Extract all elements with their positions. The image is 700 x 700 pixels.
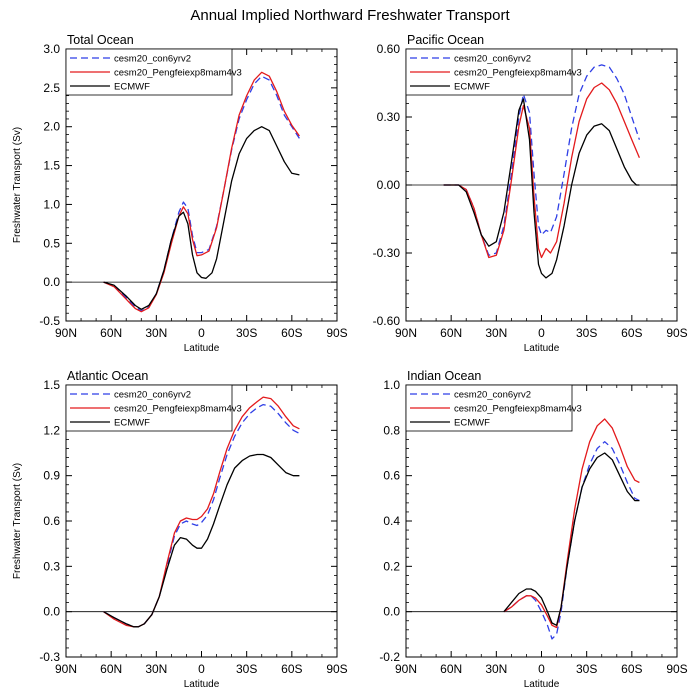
panel-1-x-tick-label: 30N: [145, 326, 167, 340]
panel-4-legend-label-2: cesm20_Pengfeiexp8mam4v3: [454, 404, 582, 415]
panel-2-legend-label-1: cesm20_con6yrv2: [454, 54, 531, 65]
panel-1-y-tick-label: -0.5: [39, 314, 60, 328]
panel-2-x-axis-label: Latitude: [524, 343, 560, 354]
panel-4-title: Indian Ocean: [407, 369, 481, 383]
panel-2: 90N 60N 30N 0 30S 60S 90S -0.60 -0.30 0.00 0.30 0.6…: [373, 33, 688, 354]
panel-3-x-tick-label: 60S: [281, 662, 302, 676]
panel-3-x-axis-label: Latitude: [184, 679, 220, 690]
panel-1-y-tick-label: 1.5: [43, 159, 60, 173]
panel-3-series-2-line: [103, 396, 300, 628]
panel-1-x-axis-label: Latitude: [184, 343, 220, 354]
panel-4-x-tick-label: 60S: [621, 662, 642, 676]
panel-1-x-tick-label: 60N: [100, 326, 122, 340]
panel-1-legend-label-3: ECMWF: [114, 82, 150, 93]
panel-1-legend: cesm20_con6yrv2 cesm20_Pengfeiexp8mam4v3 E…: [65, 48, 242, 96]
panel-1-x-tick-label: 0: [198, 326, 205, 340]
panel-4-x-tick-label: 90S: [666, 662, 687, 676]
panel-3-x-tick-label: 60N: [100, 662, 122, 676]
panel-4-y-tick-label: 0.6: [383, 469, 400, 483]
panel-2-y-tick-label: -0.30: [373, 246, 401, 260]
panel-4-y-tick-label: 0.0: [383, 605, 400, 619]
panel-4-series-2-line: [503, 418, 640, 629]
panel-3-legend-label-2: cesm20_Pengfeiexp8mam4v3: [114, 404, 242, 415]
panel-1-legend-label-2: cesm20_Pengfeiexp8mam4v3: [114, 68, 242, 79]
panel-4-legend-label-1: cesm20_con6yrv2: [454, 390, 531, 401]
panel-3-legend-label-1: cesm20_con6yrv2: [114, 390, 191, 401]
panel-1-y-tick-label: 2.5: [43, 81, 60, 95]
panel-2-x-tick-label: 60S: [621, 326, 642, 340]
panel-4-x-axis-label: Latitude: [524, 679, 560, 690]
panel-2-y-tick-label: -0.60: [373, 314, 401, 328]
panel-2-legend-label-2: cesm20_Pengfeiexp8mam4v3: [454, 68, 582, 79]
panel-3-y-tick-label: -0.3: [39, 650, 60, 664]
panel-4-y-tick-label: 0.2: [383, 559, 400, 573]
panel-3-x-tick-label: 90S: [326, 662, 347, 676]
panel-3-y-tick-label: 0.3: [43, 559, 60, 573]
panel-3-x-tick-label: 30S: [236, 662, 257, 676]
panel-4-x-tick-label: 30N: [485, 662, 507, 676]
panel-3-y-tick-label: 1.5: [43, 378, 60, 392]
panel-1-x-tick-label: 60S: [281, 326, 302, 340]
panel-4-y-tick-label: 0.8: [383, 423, 400, 437]
panel-2-y-tick-label: 0.00: [377, 178, 401, 192]
panel-3-title: Atlantic Ocean: [67, 369, 148, 383]
panel-1-y-tick-label: 0.5: [43, 236, 60, 250]
panel-4-x-tick-label: 30S: [576, 662, 597, 676]
panel-2-series-3-line: [443, 98, 640, 279]
panel-1-x-tick-label: 90N: [55, 326, 77, 340]
panel-2-x-tick-label: 30N: [485, 326, 507, 340]
panel-2-legend: cesm20_con6yrv2 cesm20_Pengfeiexp8mam4v3 E…: [405, 48, 582, 96]
panel-1-y-tick-label: 0.0: [43, 275, 60, 289]
panel-3-legend-label-3: ECMWF: [114, 418, 150, 429]
panel-2-x-tick-label: 0: [538, 326, 545, 340]
panel-2-series-1-line: [443, 64, 641, 256]
panel-2-x-tick-label: 60N: [440, 326, 462, 340]
panel-1-y-axis-label: Freshwater Transport (Sv): [12, 127, 23, 243]
panel-2-y-tick-label: 0.60: [377, 42, 401, 56]
panel-4-x-tick-label: 60N: [440, 662, 462, 676]
panel-2-y-tick-label: 0.30: [377, 110, 401, 124]
page-title: Annual Implied Northward Freshwater Tran…: [190, 7, 510, 24]
panel-1-y-tick-label: 2.0: [43, 120, 60, 134]
panel-4-y-tick-label: 1.0: [383, 378, 400, 392]
panel-3-y-tick-label: 0.9: [43, 469, 60, 483]
panel-1-x-tick-label: 90S: [326, 326, 347, 340]
panel-2-legend-label-3: ECMWF: [454, 82, 490, 93]
panel-1-y-tick-label: 1.0: [43, 197, 60, 211]
panel-2-x-tick-label: 90N: [395, 326, 417, 340]
panel-2-x-tick-label: 30S: [576, 326, 597, 340]
panel-1: 90N 60N 30N 0 30S 60S 90S -0.5 0.0 0.5 1.0 1.5 2.0 2.…: [12, 33, 348, 354]
panel-4-legend: cesm20_con6yrv2 cesm20_Pengfeiexp8mam4v3 E…: [405, 384, 582, 432]
panel-2-title: Pacific Ocean: [407, 33, 484, 47]
panel-1-legend-label-1: cesm20_con6yrv2: [114, 54, 191, 65]
panel-1-x-tick-label: 30S: [236, 326, 257, 340]
panel-4-legend-label-3: ECMWF: [454, 418, 490, 429]
panel-4-x-tick-label: 90N: [395, 662, 417, 676]
panel-3-y-tick-label: 0.0: [43, 605, 60, 619]
panel-1-series-3-line: [103, 126, 300, 310]
panel-3-x-tick-label: 90N: [55, 662, 77, 676]
panel-4: 90N 60N 30N 0 30S 60S 90S -0.2 0.0 0.2 0.4 0.6 0.8 1.…: [379, 369, 687, 690]
panel-3-x-tick-label: 0: [198, 662, 205, 676]
panel-4-y-tick-label: -0.2: [379, 650, 400, 664]
panel-3-y-tick-label: 0.6: [43, 514, 60, 528]
panel-3-y-axis-label: Freshwater Transport (Sv): [12, 463, 23, 579]
panel-2-series-2-line: [443, 82, 640, 259]
panel-1-title: Total Ocean: [67, 33, 134, 47]
panel-3-y-tick-label: 1.2: [43, 423, 60, 437]
panel-1-series-2-line: [103, 71, 300, 313]
panel-4-series-3-line: [503, 452, 640, 626]
panel-4-x-tick-label: 0: [538, 662, 545, 676]
panel-3-series-3-line: [103, 453, 300, 628]
panel-2-x-tick-label: 90S: [666, 326, 687, 340]
panel-3-legend: cesm20_con6yrv2 cesm20_Pengfeiexp8mam4v3 E…: [65, 384, 242, 432]
panel-1-y-tick-label: 3.0: [43, 42, 60, 56]
panel-3-x-tick-label: 30N: [145, 662, 167, 676]
panel-4-y-tick-label: 0.4: [383, 514, 400, 528]
panel-1-series-1-line: [103, 75, 300, 312]
panel-3: 90N 60N 30N 0 30S 60S 90S -0.3 0.0 0.3 0.6 0.9 1.2 1.…: [12, 369, 348, 690]
